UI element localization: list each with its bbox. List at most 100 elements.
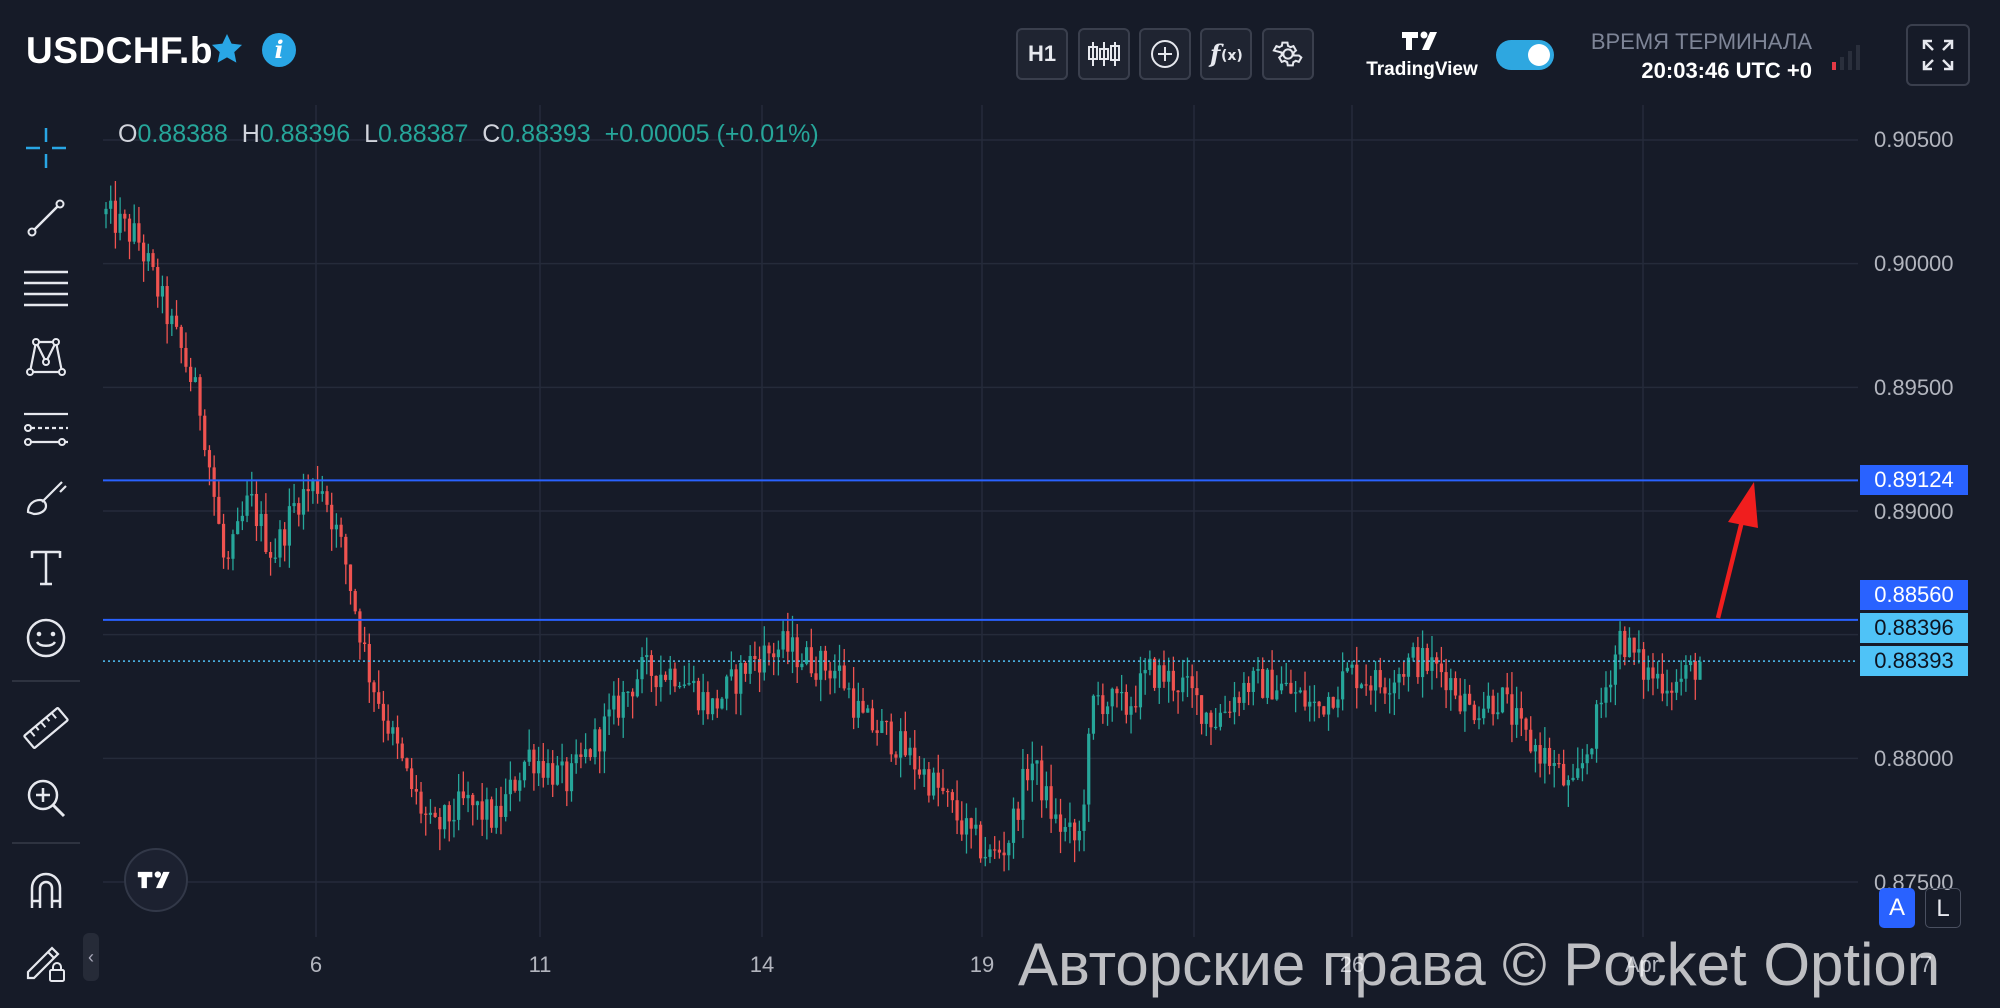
candle-body	[1651, 667, 1655, 679]
ohlc-c-label: C	[482, 120, 501, 148]
candle-body	[1373, 670, 1378, 691]
candle-body	[1209, 712, 1213, 728]
candle-body	[1402, 674, 1406, 677]
text-tool[interactable]	[18, 540, 74, 596]
candle-body	[1378, 670, 1382, 688]
candle-body	[1167, 670, 1171, 682]
candle-body	[1345, 667, 1349, 672]
pattern-tool[interactable]	[18, 330, 74, 386]
candle-body	[1491, 695, 1495, 715]
candle-body	[899, 731, 903, 758]
candle-body	[189, 366, 193, 382]
symbol-title[interactable]: USDCHF.b	[26, 30, 213, 71]
level-price-tag-lower[interactable]: 0.88560	[1860, 580, 1968, 610]
info-icon[interactable]: i	[262, 33, 296, 67]
candle-body	[1397, 674, 1401, 683]
settings-button[interactable]	[1262, 28, 1314, 80]
candle-body	[339, 524, 343, 537]
candle-body	[654, 675, 658, 688]
indicators-button[interactable]: f (x)	[1200, 28, 1252, 80]
candle-body	[1623, 630, 1627, 658]
collapse-toolbar-button[interactable]: ‹	[83, 933, 99, 981]
star-icon[interactable]	[208, 30, 246, 68]
lock-drawing-tool[interactable]	[18, 932, 74, 988]
add-indicator-button[interactable]	[1139, 28, 1191, 80]
candle-body	[400, 743, 404, 759]
candle-body	[1609, 684, 1613, 688]
candle-body	[809, 647, 813, 674]
ruler-tool[interactable]	[18, 700, 74, 756]
candle-body	[1486, 695, 1491, 709]
candle-body	[1312, 701, 1317, 703]
timeframe-label: H1	[1027, 41, 1057, 66]
candle-body	[1157, 665, 1161, 688]
candle-body	[1538, 745, 1542, 764]
fullscreen-button[interactable]	[1906, 24, 1970, 86]
candle-body	[461, 791, 465, 799]
candle-body	[1317, 701, 1321, 707]
candle-body	[1571, 777, 1575, 780]
candle-body	[1002, 852, 1006, 856]
candle-body	[104, 208, 108, 215]
emoji-tool[interactable]	[18, 610, 74, 666]
price-tick: 0.88000	[1874, 746, 1954, 771]
candle-body	[344, 536, 348, 565]
chart-type-button[interactable]	[1078, 28, 1130, 80]
fullscreen-icon	[1922, 39, 1954, 71]
candle-body	[1049, 786, 1053, 819]
candle-body	[1152, 658, 1157, 688]
candle-body	[522, 761, 527, 781]
candle-body	[1646, 667, 1650, 680]
candle-body	[1698, 661, 1702, 680]
candle-body	[508, 779, 512, 795]
level-price-tag-upper[interactable]: 0.89124	[1860, 465, 1968, 495]
magnet-tool[interactable]	[18, 862, 74, 918]
top-header: USDCHF.b i H1 f (x)	[0, 0, 2000, 105]
measure-lines-icon	[24, 412, 68, 446]
candle-body	[1359, 684, 1364, 689]
measure-lines-tool[interactable]	[18, 400, 74, 456]
candle-body	[823, 650, 828, 671]
candle-body	[212, 467, 216, 497]
auto-scale-button[interactable]: A	[1879, 888, 1915, 928]
tradingview-logo-icon	[1402, 31, 1437, 50]
candle-body	[174, 315, 179, 327]
candle-body	[518, 780, 522, 791]
candle-body	[160, 286, 165, 297]
candle-body	[109, 200, 113, 209]
trend-line-tool[interactable]	[18, 190, 74, 246]
candle-body	[1674, 681, 1679, 693]
lock-drawing-icon	[26, 946, 65, 982]
ohlc-l-value: 0.88387	[377, 120, 469, 148]
candle-body	[1533, 745, 1538, 752]
candle-body	[1054, 814, 1058, 819]
zoom-in-icon	[27, 779, 66, 818]
tradingview-toggle[interactable]	[1496, 40, 1554, 70]
candle-body	[565, 761, 569, 792]
candle-body	[1637, 649, 1641, 653]
candle-body	[536, 761, 541, 774]
candle-body	[438, 816, 442, 830]
candle-body	[1044, 786, 1049, 801]
candle-body	[852, 688, 856, 718]
timeframe-button[interactable]: H1	[1016, 28, 1068, 80]
candle-body	[1383, 687, 1387, 694]
log-scale-button[interactable]: L	[1925, 888, 1961, 928]
candle-body	[574, 754, 578, 764]
brush-tool[interactable]	[18, 470, 74, 526]
crosshair-tool[interactable]	[18, 120, 74, 176]
candle-body	[311, 481, 315, 492]
text-icon	[30, 550, 62, 586]
candle-body	[1218, 712, 1222, 727]
zoom-in-tool[interactable]	[18, 770, 74, 826]
candle-body	[659, 674, 663, 688]
tradingview-badge[interactable]	[124, 848, 188, 912]
candle-body	[499, 805, 503, 817]
candle-body	[739, 662, 743, 694]
candle-body	[894, 754, 898, 758]
candle-body	[903, 731, 907, 756]
horizontal-lines-tool[interactable]	[18, 260, 74, 316]
candle-body	[127, 218, 132, 242]
candle-body	[1162, 665, 1166, 682]
